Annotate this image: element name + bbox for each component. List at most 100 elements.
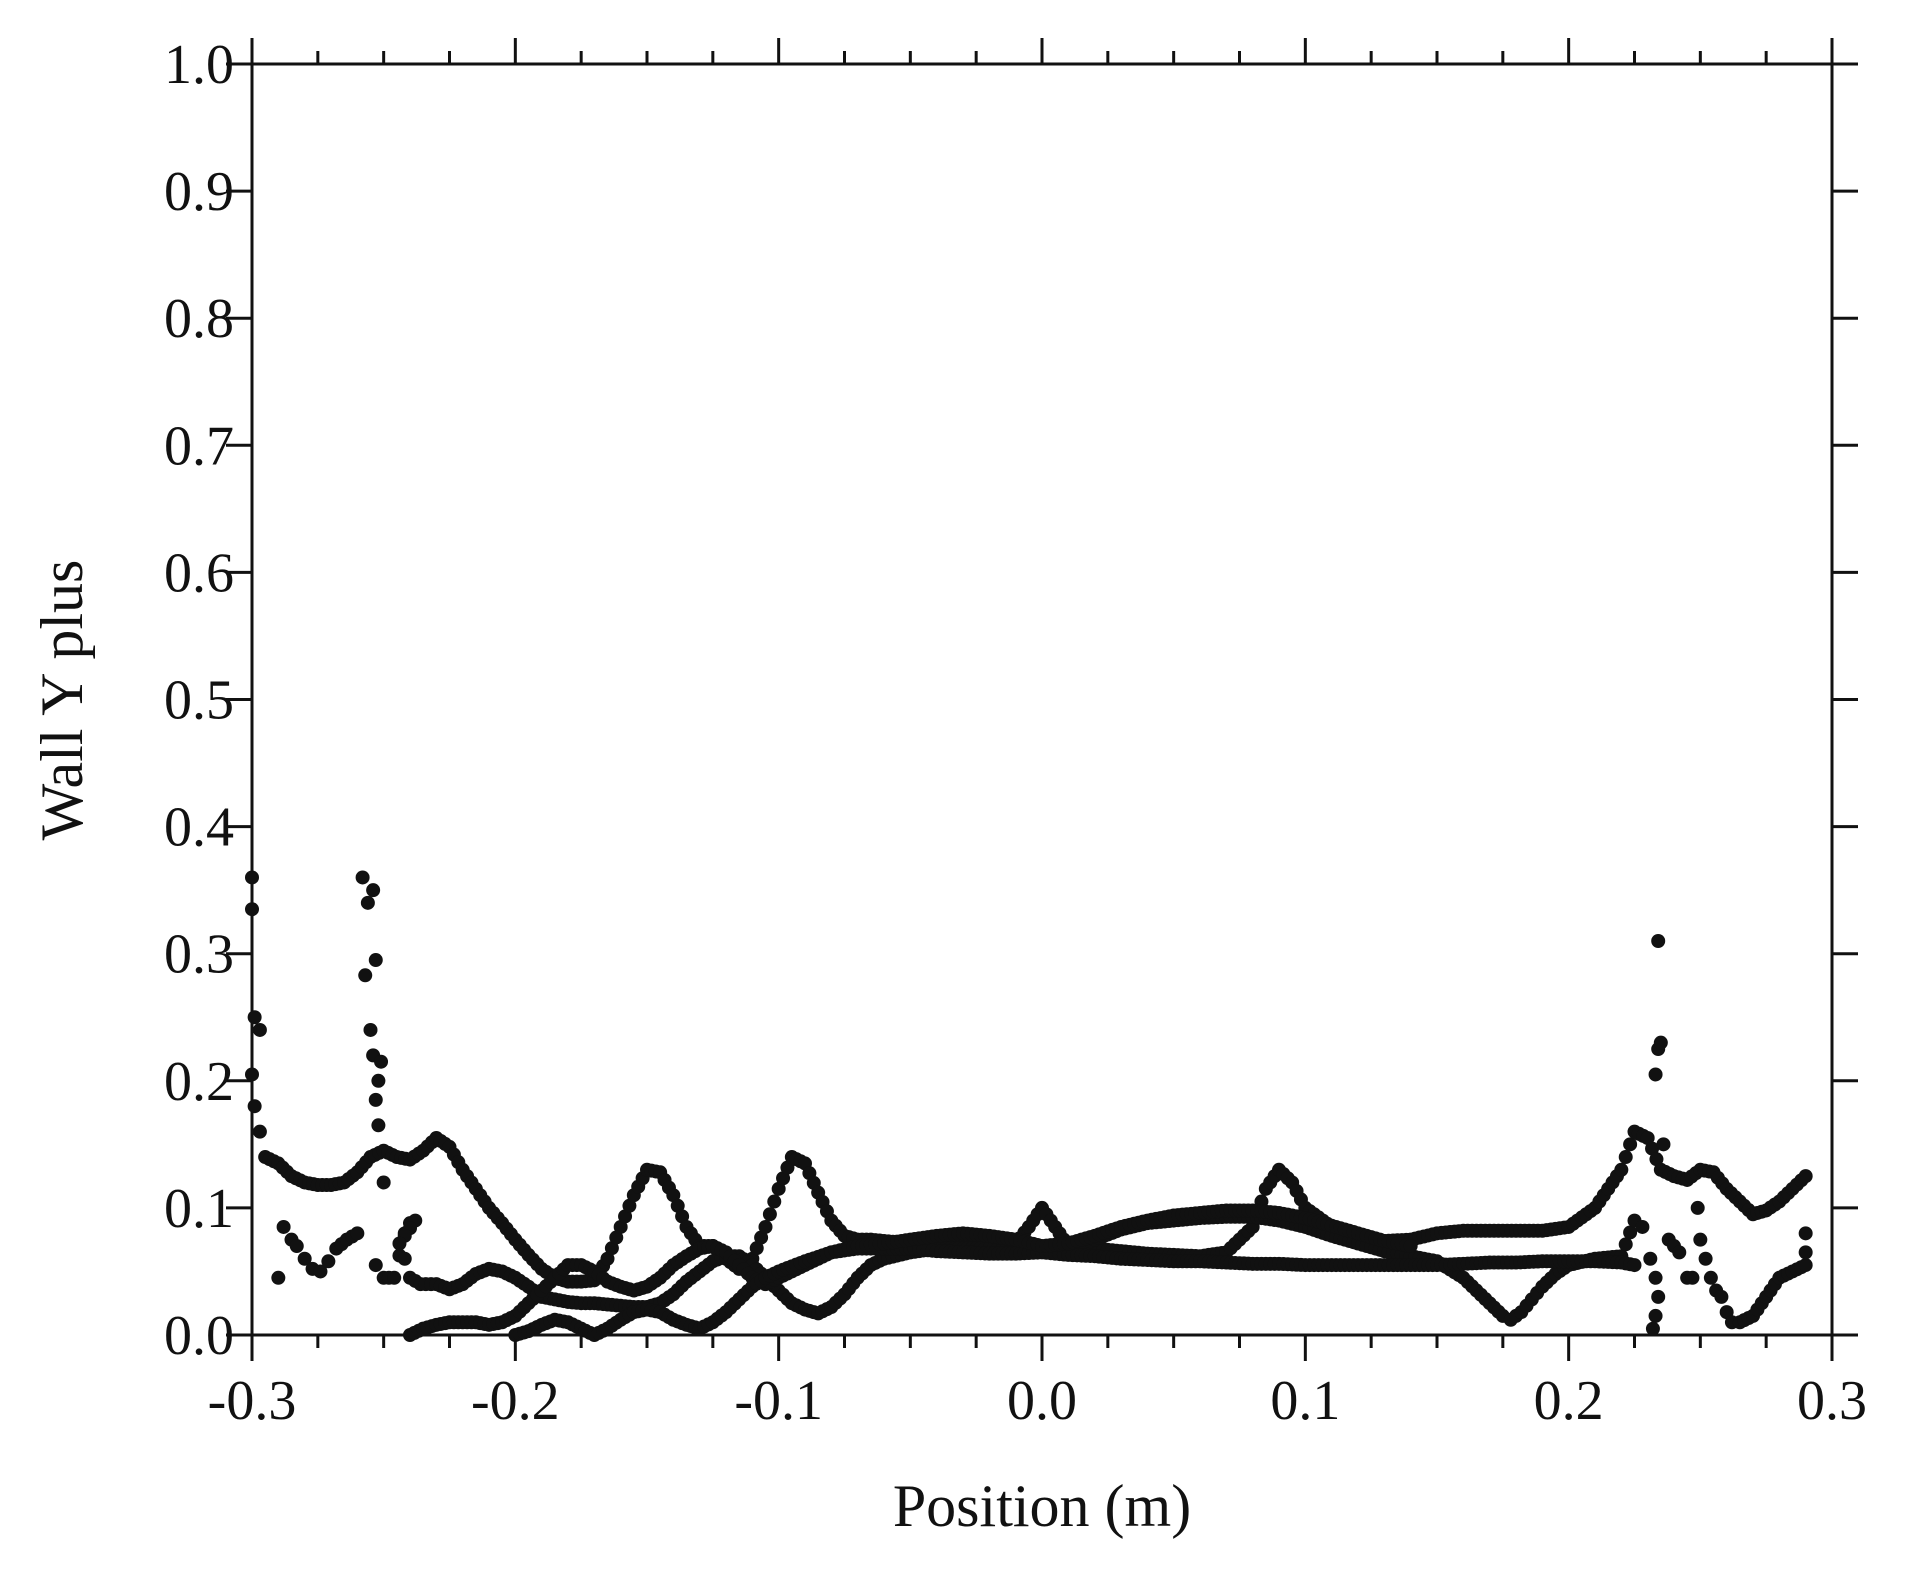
data-point — [618, 1209, 633, 1224]
data-point — [609, 1230, 624, 1245]
data-point — [1798, 1226, 1813, 1241]
data-point — [1614, 1162, 1629, 1177]
data-point — [1698, 1251, 1713, 1266]
data-point — [622, 1198, 637, 1213]
data-point — [771, 1181, 786, 1196]
data-point — [247, 1010, 262, 1025]
data-point — [252, 1022, 267, 1037]
x-tick-label: 0.3 — [1797, 1370, 1867, 1432]
data-point — [1714, 1289, 1729, 1304]
x-tick-label: -0.1 — [734, 1370, 823, 1432]
data-point — [666, 1188, 681, 1203]
x-tick-label: 0.2 — [1534, 1370, 1604, 1432]
data-point — [397, 1251, 412, 1266]
data-point — [1798, 1258, 1813, 1273]
y-tick-label: 0.5 — [164, 670, 234, 732]
data-point — [1798, 1169, 1813, 1184]
data-point — [758, 1219, 773, 1234]
data-point — [371, 1073, 386, 1088]
data-point — [360, 895, 375, 910]
data-point — [321, 1254, 336, 1269]
data-point — [754, 1230, 769, 1245]
data-point — [1703, 1270, 1718, 1285]
x-tick-label: -0.3 — [208, 1370, 297, 1432]
y-tick-label: 0.0 — [164, 1305, 234, 1367]
data-point — [392, 1236, 407, 1251]
y-tick-label: 0.8 — [164, 288, 234, 350]
data-point — [1627, 1258, 1642, 1273]
axis-ticks — [226, 38, 1858, 1361]
data-point — [374, 1054, 389, 1069]
data-point — [1618, 1237, 1633, 1252]
data-point — [350, 1226, 365, 1241]
y-tick-label: 0.2 — [164, 1051, 234, 1113]
y-tick-label: 0.3 — [164, 924, 234, 986]
data-point — [1672, 1245, 1687, 1260]
y-tick-label: 0.4 — [164, 797, 234, 859]
data-point — [297, 1251, 312, 1266]
data-point — [368, 953, 383, 968]
data-point — [366, 883, 381, 898]
data-point — [271, 1270, 286, 1285]
data-point — [1648, 1067, 1663, 1082]
data-point — [1690, 1200, 1705, 1215]
data-point — [604, 1241, 619, 1256]
data-point — [1656, 1137, 1671, 1152]
data-point — [363, 1022, 378, 1037]
data-point — [600, 1251, 615, 1266]
data-points — [245, 870, 1813, 1342]
data-point — [1798, 1245, 1813, 1260]
data-point — [1649, 1152, 1664, 1167]
data-point — [358, 968, 373, 983]
data-point — [252, 1124, 267, 1139]
data-point — [1651, 1289, 1666, 1304]
data-point — [376, 1175, 391, 1190]
y-tick-label: 0.9 — [164, 161, 234, 223]
data-point — [675, 1209, 690, 1224]
data-point — [368, 1092, 383, 1107]
data-point — [1623, 1225, 1638, 1240]
data-point — [1648, 1270, 1663, 1285]
data-point — [776, 1171, 791, 1186]
data-point — [762, 1207, 777, 1222]
data-point — [1643, 1251, 1658, 1266]
x-tick-label: -0.2 — [471, 1370, 560, 1432]
data-point — [767, 1194, 782, 1209]
data-point — [1693, 1232, 1708, 1247]
plot-frame — [250, 62, 1834, 1337]
data-point — [1618, 1150, 1633, 1165]
x-axis-title: Position (m) — [893, 1473, 1191, 1539]
data-point — [1403, 1239, 1418, 1254]
data-point — [749, 1241, 764, 1256]
x-tick-label: 0.0 — [1007, 1370, 1077, 1432]
data-point — [613, 1219, 628, 1234]
data-point — [387, 1270, 402, 1285]
y-tick-label: 0.1 — [164, 1178, 234, 1240]
data-point — [670, 1198, 685, 1213]
data-point — [1648, 1308, 1663, 1323]
y-tick-label: 1.0 — [164, 34, 234, 96]
data-point — [313, 1264, 328, 1279]
data-point — [247, 1099, 262, 1114]
y-axis-title: Wall Y plus — [29, 560, 95, 841]
data-point — [1645, 1321, 1660, 1336]
y-tick-label: 0.7 — [164, 415, 234, 477]
data-point — [368, 1258, 383, 1273]
y-tick-labels: 0.0 0.1 0.2 0.3 0.4 0.5 0.6 0.7 0.8 0.9 1.0 — [164, 34, 234, 1367]
data-point — [1623, 1137, 1638, 1152]
data-point — [1635, 1219, 1650, 1234]
data-point — [1685, 1270, 1700, 1285]
data-point — [1640, 1130, 1655, 1145]
data-point — [1653, 1035, 1668, 1050]
data-point — [276, 1219, 291, 1234]
data-point — [1651, 933, 1666, 948]
data-point — [780, 1160, 795, 1175]
y-tick-label: 0.6 — [164, 542, 234, 604]
data-point — [289, 1239, 304, 1254]
data-point — [1645, 1141, 1660, 1156]
data-point — [371, 1118, 386, 1133]
x-tick-label: 0.1 — [1270, 1370, 1340, 1432]
data-point — [355, 870, 370, 885]
x-tick-labels: -0.3 -0.2 -0.1 0.0 0.1 0.2 0.3 — [208, 1370, 1867, 1432]
